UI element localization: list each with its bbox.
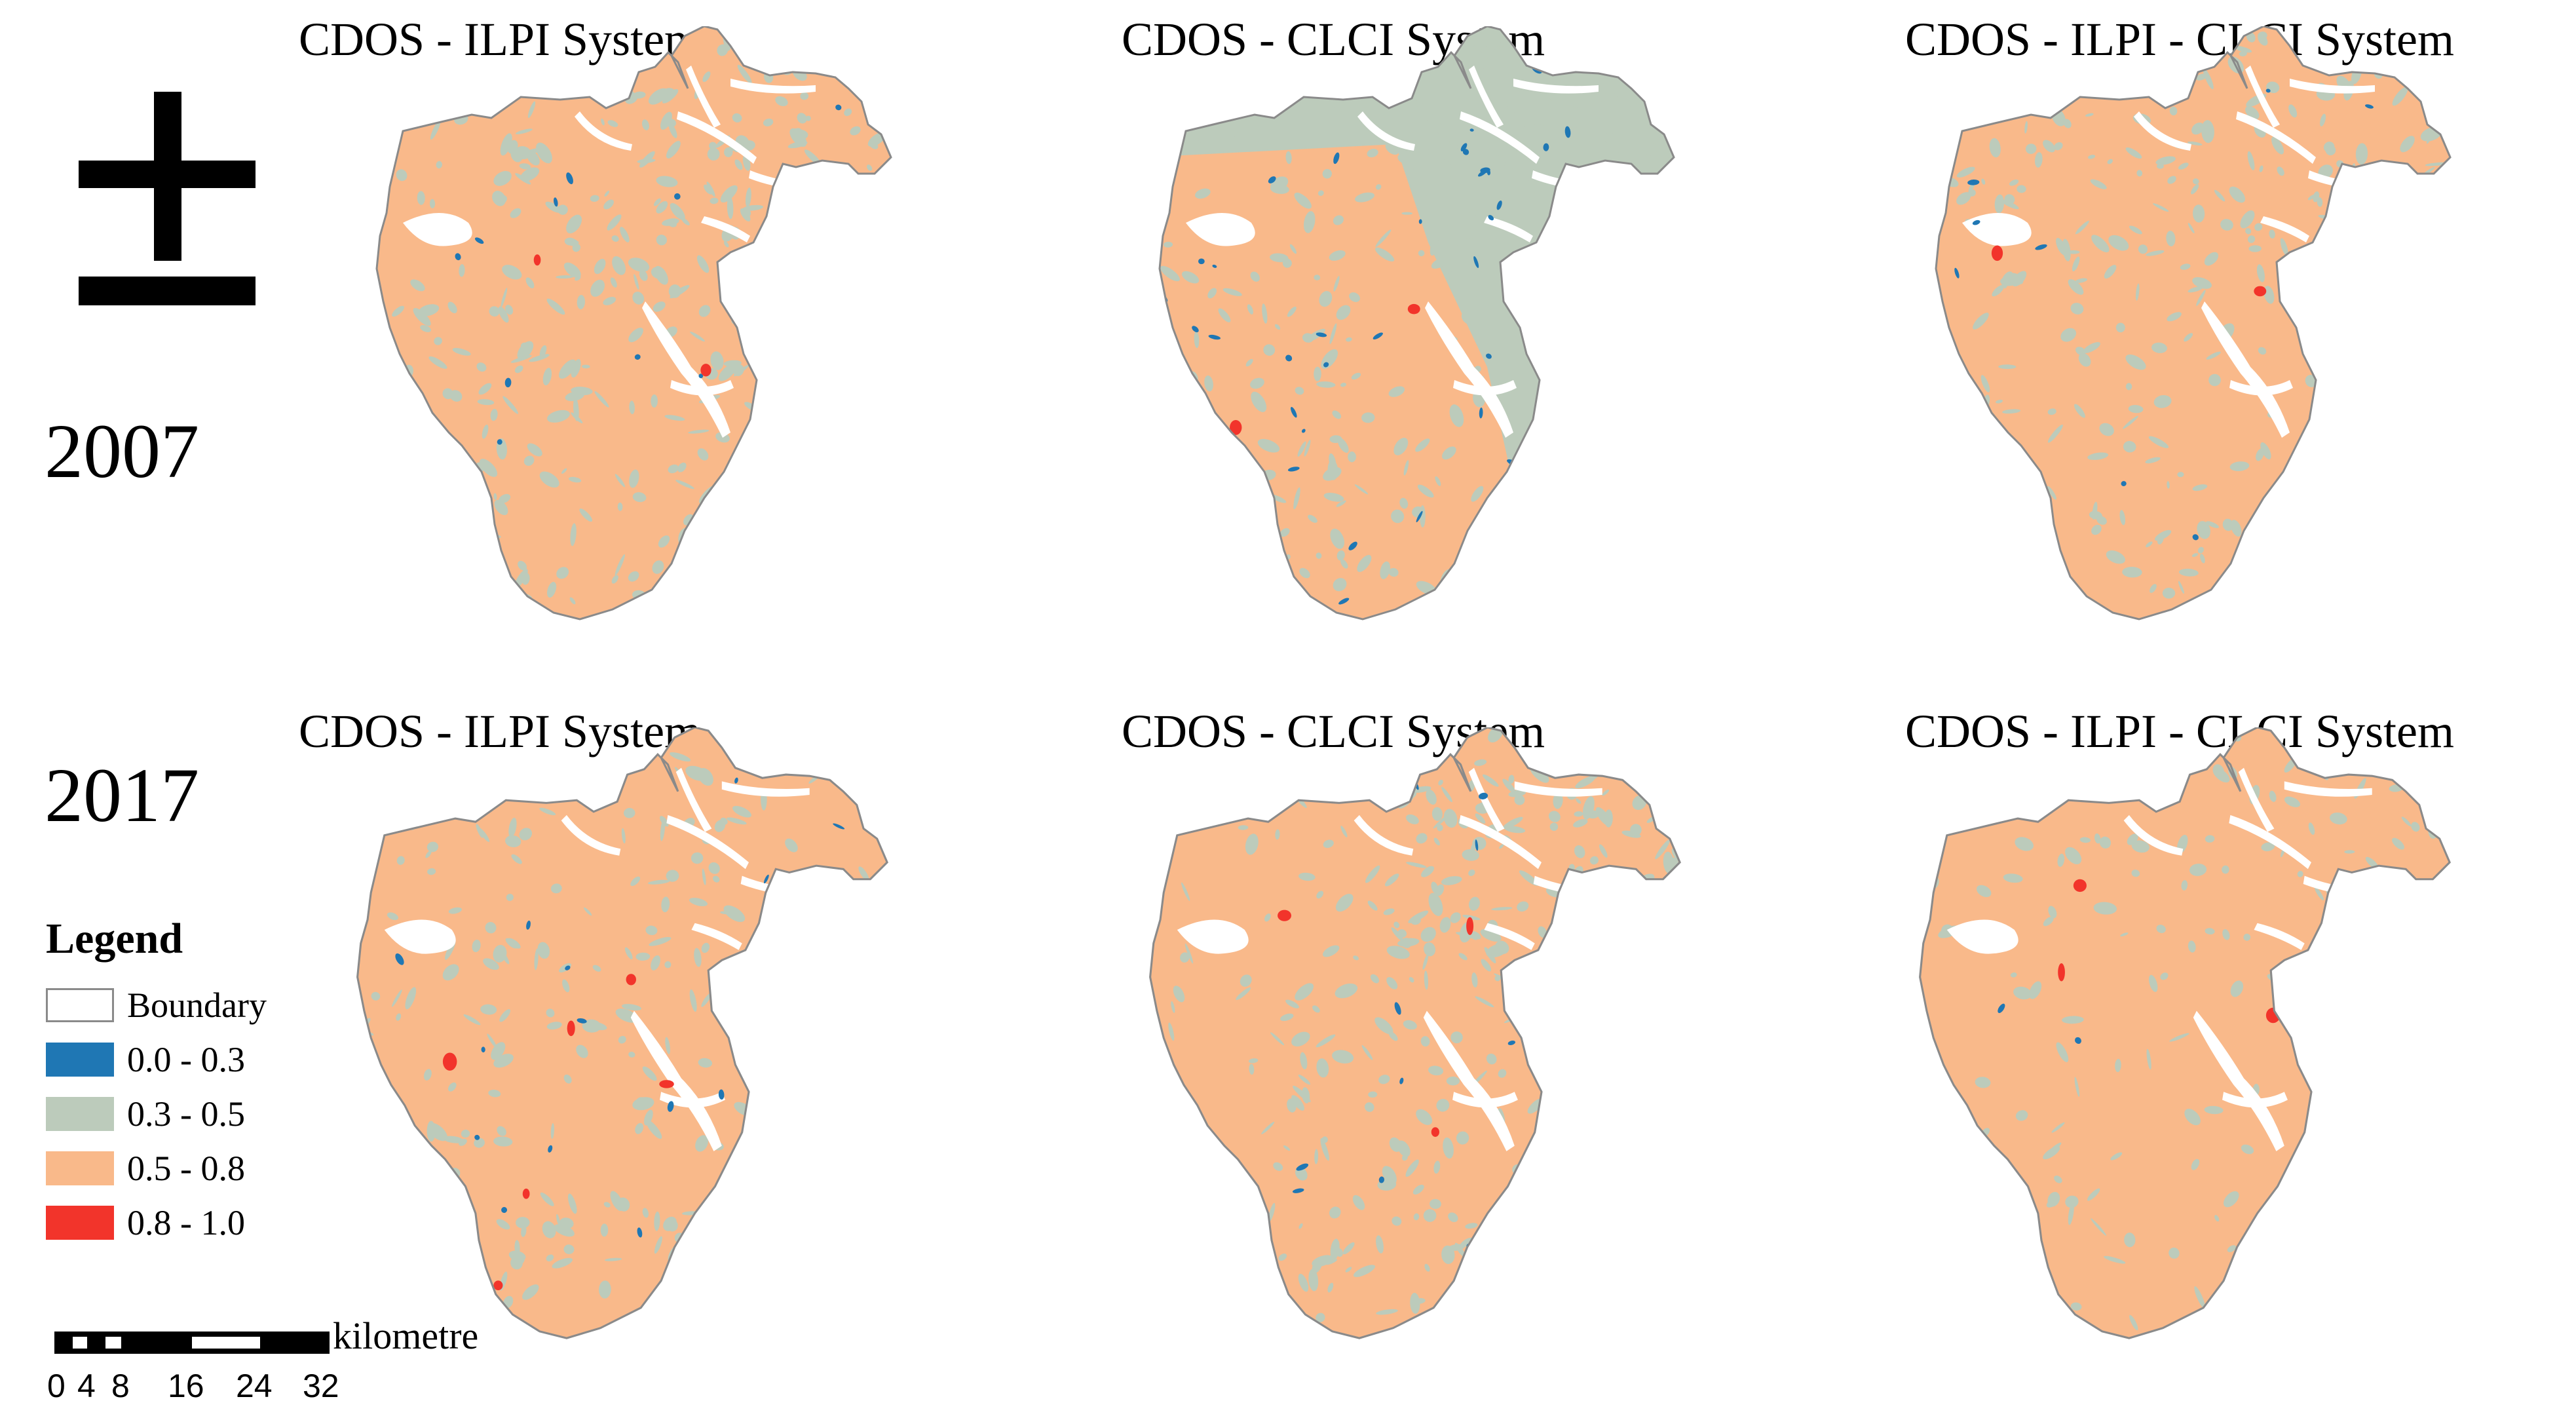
legend-swatch-boundary (46, 988, 114, 1022)
scale-bar-unit: kilometre (333, 1314, 479, 1357)
panel-title-ilpi-2007: CDOS - ILPI System (299, 13, 702, 66)
scale-tick: 32 (303, 1368, 339, 1404)
map-clci-2007 (1158, 26, 1675, 621)
legend-label-0.3-0.5: 0.3 - 0.5 (127, 1094, 245, 1134)
scale-bar: kilometre 0 4 8 16 24 32 (47, 1314, 523, 1415)
legend-item-0-0.3: 0.0 - 0.3 (46, 1039, 245, 1081)
panel-title-both-2017: CDOS - ILPI - CLCI System (1905, 705, 2455, 757)
north-arrow-icon (79, 92, 256, 305)
scale-bar-graphic (54, 1332, 330, 1354)
scale-tick: 0 (47, 1368, 66, 1404)
map-ilpi-2017 (356, 727, 888, 1339)
map-ilpi-2007 (375, 26, 892, 621)
map-clci-2017 (1149, 727, 1681, 1339)
year-label-2017: 2017 (45, 752, 199, 838)
legend-label-boundary: Boundary (127, 986, 267, 1025)
north-arrow (79, 92, 256, 308)
legend-label-0-0.3: 0.0 - 0.3 (127, 1040, 245, 1079)
map-both-2017 (1919, 727, 2451, 1339)
legend-swatch-0.3-0.5 (46, 1097, 114, 1131)
legend-item-0.5-0.8: 0.5 - 0.8 (46, 1147, 245, 1189)
panel-title-both-2007: CDOS - ILPI - CLCI System (1905, 13, 2455, 66)
legend-swatch-0.5-0.8 (46, 1151, 114, 1185)
legend-item-0.3-0.5: 0.3 - 0.5 (46, 1093, 245, 1135)
year-label-2007: 2007 (45, 408, 199, 494)
legend: Legend Boundary 0.0 - 0.3 0.3 - 0.5 0.5 … (46, 917, 321, 1258)
legend-label-0.8-1.0: 0.8 - 1.0 (127, 1203, 245, 1242)
map-both-2007 (1935, 26, 2452, 621)
legend-swatch-0-0.3 (46, 1043, 114, 1077)
legend-label-0.5-0.8: 0.5 - 0.8 (127, 1149, 245, 1188)
scale-tick: 24 (236, 1368, 273, 1404)
panel-title-ilpi-2017: CDOS - ILPI System (299, 705, 702, 757)
legend-item-boundary: Boundary (46, 984, 267, 1026)
scale-tick: 16 (168, 1368, 204, 1404)
scale-tick: 4 (77, 1368, 96, 1404)
scale-tick: 8 (111, 1368, 130, 1404)
legend-swatch-0.8-1.0 (46, 1206, 114, 1240)
legend-item-0.8-1.0: 0.8 - 1.0 (46, 1202, 245, 1244)
legend-title: Legend (46, 915, 183, 963)
